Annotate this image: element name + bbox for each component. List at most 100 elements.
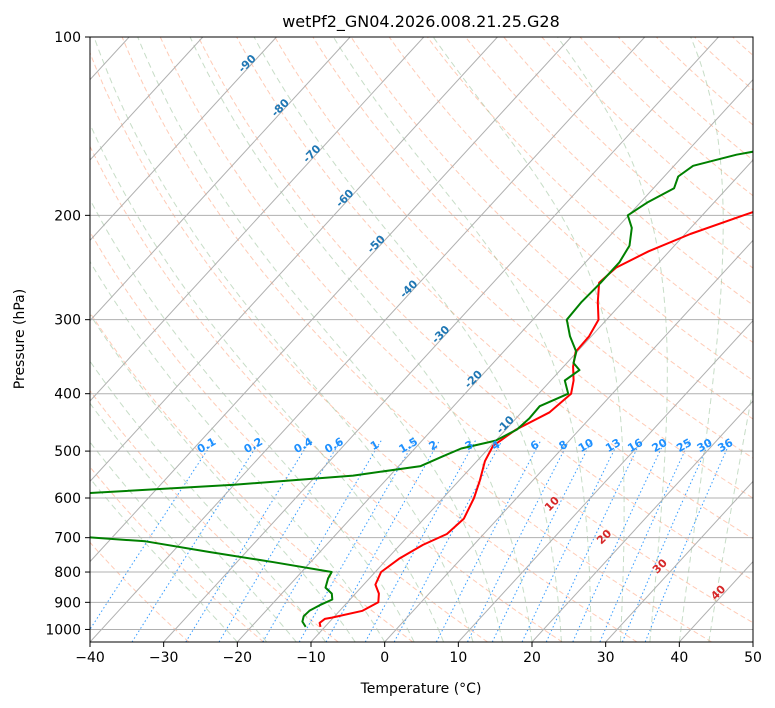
isotherm [236,78,753,642]
isotherm-label: -70 [300,142,323,165]
isotherm [310,159,753,642]
temperature-line [318,211,753,628]
dry-adiabat [90,389,339,642]
y-axis-title: Pressure (hPa) [12,289,28,389]
mixing-ratio-label: 1.5 [397,435,420,456]
mixing-ratio-line [599,440,691,642]
x-axis-ticks: −40 −30 −20 −10 0 10 20 30 40 50 [75,642,762,666]
x-tick-label: 30 [597,650,615,666]
x-tick-label: 50 [744,650,762,666]
moist-adiabat [90,198,415,642]
isotherm-label: -90 [236,52,259,75]
x-tick-label: −10 [296,650,326,666]
dry-adiabat [197,37,753,581]
mixing-ratio-label: 30 [695,436,715,455]
isotherm [90,37,351,322]
chart-title: wetPf2_GN04.2026.008.21.25.G28 [282,12,560,32]
y-tick-label: 200 [54,208,81,224]
isotherm-label: -60 [333,186,356,209]
dry-adiabat [427,37,753,344]
y-tick-label: 900 [54,595,81,611]
moist-adiabat [432,37,625,642]
isotherm [90,37,572,563]
dry-adiabat [90,145,563,642]
moist-adiabat [90,123,445,642]
moist-adiabat [90,313,356,642]
isotherm [90,37,277,242]
dry-adiabat [121,37,712,642]
y-tick-label: 400 [54,387,81,403]
moist-adiabat [90,402,297,642]
mixing-ratio-line [435,440,542,642]
dry-adiabat [579,37,753,197]
mixing-ratio-line [491,440,593,642]
moist-adiabat [90,260,386,642]
isotherm [605,480,753,642]
dry-adiabat [732,37,753,57]
dry-adiabat [771,37,775,642]
isotherm [531,400,753,642]
grid-lines [90,37,753,642]
moist-adiabat [93,37,474,642]
moist-adiabat [678,37,724,642]
wetbulb-label: 20 [594,527,614,547]
y-tick-label: 700 [54,531,81,547]
mixing-ratio-line [467,440,570,642]
dry-adiabat [236,37,753,540]
dry-adiabat [90,466,264,642]
isotherm [163,37,719,642]
dry-adiabat [350,37,753,420]
dry-adiabat [503,37,753,269]
mixing-ratio-line [572,440,666,642]
isotherm [752,641,753,642]
x-tick-label: 20 [523,650,541,666]
x-tick-label: 10 [449,650,467,666]
y-tick-label: 1000 [45,622,81,638]
isotherm [90,37,498,483]
isotherm-label: -80 [269,96,292,119]
x-tick-label: −20 [223,650,253,666]
isotherm [90,37,646,642]
moist-adiabat [90,441,268,642]
moist-adiabat [253,37,562,642]
isotherm-label: -30 [429,323,452,346]
moist-adiabat [332,37,592,642]
x-tick-label: 40 [670,650,688,666]
y-tick-label: 500 [54,444,81,460]
mixing-ratio-line [218,440,342,642]
isotherm [678,560,753,642]
isotherm [384,239,753,642]
dry-adiabat [655,37,753,126]
mixing-ratio-line [621,440,711,642]
y-tick-label: 600 [54,491,81,507]
mixing-ratio-label: 20 [650,436,670,455]
x-tick-label: −40 [75,650,105,666]
x-axis-title: Temperature (°C) [360,681,482,697]
dry-adiabat [274,37,753,499]
y-tick-label: 300 [54,313,81,329]
mixing-ratio-line [644,440,732,642]
x-tick-label: 0 [380,650,389,666]
dewpoint-line [90,150,753,628]
moist-adiabat [137,37,503,642]
dry-adiabat [388,37,753,382]
isotherm [90,37,425,402]
dry-adiabat [90,51,638,642]
profile-lines [90,150,753,628]
moist-adiabat [708,385,753,642]
isotherm-label: -10 [494,413,517,436]
dry-adiabat [159,37,753,624]
mixing-ratio-line [521,440,620,642]
mixing-ratio-line [262,440,382,642]
mixing-ratio-label: 25 [674,436,694,455]
isotherm-label: -40 [397,277,420,300]
dry-adiabat [90,230,488,642]
moist-adiabat [189,37,533,642]
moist-adiabat [90,360,327,642]
mixing-ratio-label: 0.4 [292,435,316,456]
moist-adiabat [557,37,668,642]
y-axis-ticks: 100 200 300 400 500 600 700 800 900 1000 [45,30,90,638]
dry-adiabat [90,541,190,642]
wetbulb-label: 30 [650,556,670,576]
